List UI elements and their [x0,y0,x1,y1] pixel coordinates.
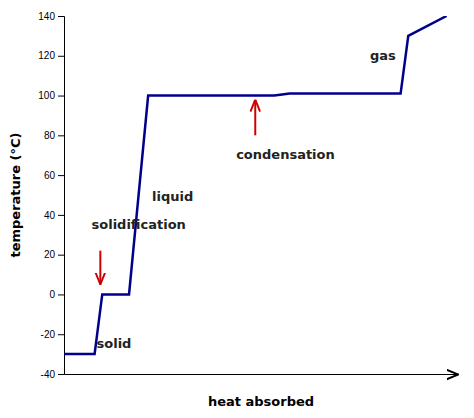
y-tick: 0 [49,289,64,300]
annotations: solid solidification liquid condensation gas [92,48,397,351]
x-axis-title: heat absorbed [208,394,314,409]
y-axis: -40 -20 0 20 40 60 80 100 120 140 [38,11,64,380]
y-tick-mark [58,16,64,17]
plot: -40 -20 0 20 40 60 80 100 120 140 solid solidificat… [38,11,458,380]
y-tick: -40 [41,369,64,380]
annotation-arrow [254,100,256,136]
y-tick-mark [58,175,64,176]
y-tick-mark [58,374,64,375]
y-tick-label: 0 [49,289,55,300]
annotation: condensation [236,147,335,162]
annotation: gas [370,48,396,63]
y-tick-label: -20 [41,329,56,340]
y-tick-label: 140 [38,11,55,22]
y-tick-mark [58,135,64,136]
y-tick: 140 [38,11,64,22]
x-axis [65,374,459,375]
y-tick: 120 [38,50,64,61]
chart-svg: -40 -20 0 20 40 60 80 100 120 140 solid solidificat… [0,0,474,418]
y-tick-label: 100 [38,90,55,101]
y-tick: 60 [44,170,64,181]
y-tick-mark [58,96,64,97]
y-axis-title: temperature (°C) [8,132,23,257]
y-tick-label: 40 [44,210,56,221]
y-tick-mark [58,255,64,256]
y-tick-mark [58,294,64,295]
marks [64,16,447,354]
y-axis-line [58,17,65,375]
y-tick-label: 120 [38,50,55,61]
annotation-arrow [99,251,101,285]
y-tick-mark [58,334,64,335]
chart-container: -40 -20 0 20 40 60 80 100 120 140 solid solidificat… [0,0,474,418]
annotation: solidification [92,217,186,232]
y-tick: -20 [41,329,64,340]
y-tick-label: 80 [44,130,56,141]
annotation: solid [97,336,132,351]
y-tick: 20 [44,249,64,260]
y-tick: 80 [44,130,64,141]
y-tick-label: 60 [44,170,56,181]
y-tick-label: -40 [41,369,56,380]
y-tick-label: 20 [44,249,56,260]
heating-curve [64,16,447,354]
x-axis-line [65,374,459,375]
y-tick: 100 [38,90,64,101]
annotation: liquid [152,189,193,204]
y-tick-mark [58,215,64,216]
y-tick: 40 [44,210,64,221]
y-tick-mark [58,56,64,57]
